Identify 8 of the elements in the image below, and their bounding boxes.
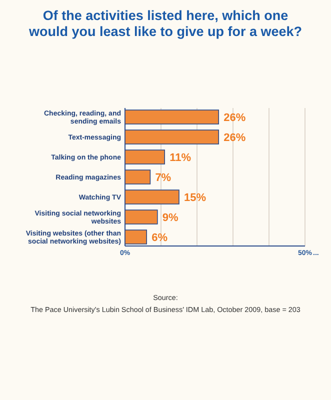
data-label: 6%: [152, 232, 168, 244]
data-label: 9%: [162, 212, 179, 224]
data-label: 26%: [224, 132, 246, 144]
data-label: 11%: [170, 152, 192, 164]
chart-title: Of the activities listed here, which one would you least like to give up for a week?: [28, 8, 302, 39]
data-label: 7%: [155, 172, 172, 184]
data-label: 15%: [184, 192, 206, 204]
data-label: 26%: [224, 112, 246, 124]
